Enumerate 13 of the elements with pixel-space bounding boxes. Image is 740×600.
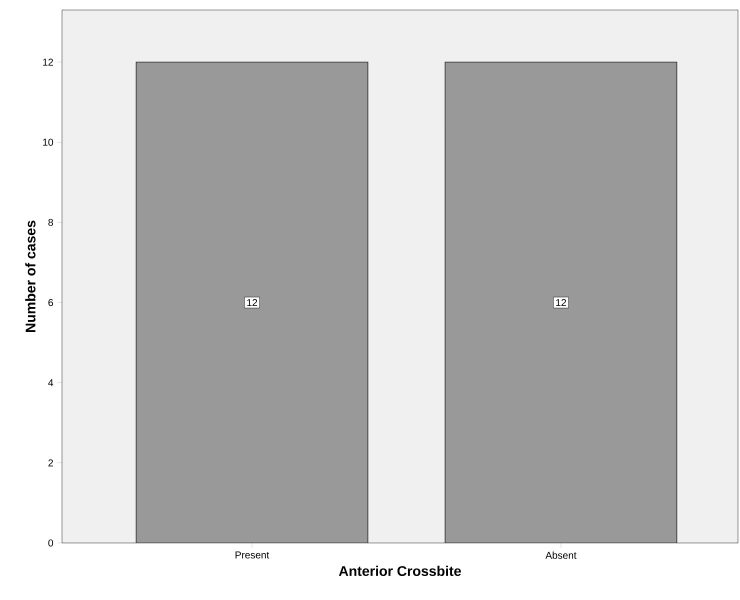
x-tick-label: Absent: [545, 552, 576, 559]
y-tick-label: 2: [48, 459, 53, 466]
y-tick-label: 12: [43, 58, 53, 66]
data-label: 12: [556, 299, 566, 306]
y-tick-label: 10: [43, 138, 54, 146]
y-axis-title: Number of cases: [25, 220, 36, 332]
y-tick-label: 4: [48, 379, 54, 386]
x-axis-title: Anterior Crossbite: [338, 566, 461, 576]
y-tick-label: 0: [48, 539, 54, 547]
x-tick-label: Present: [236, 552, 270, 558]
y-tick-label: 6: [48, 299, 54, 306]
data-label: 12: [247, 299, 258, 306]
y-tick-label: 8: [48, 218, 54, 226]
